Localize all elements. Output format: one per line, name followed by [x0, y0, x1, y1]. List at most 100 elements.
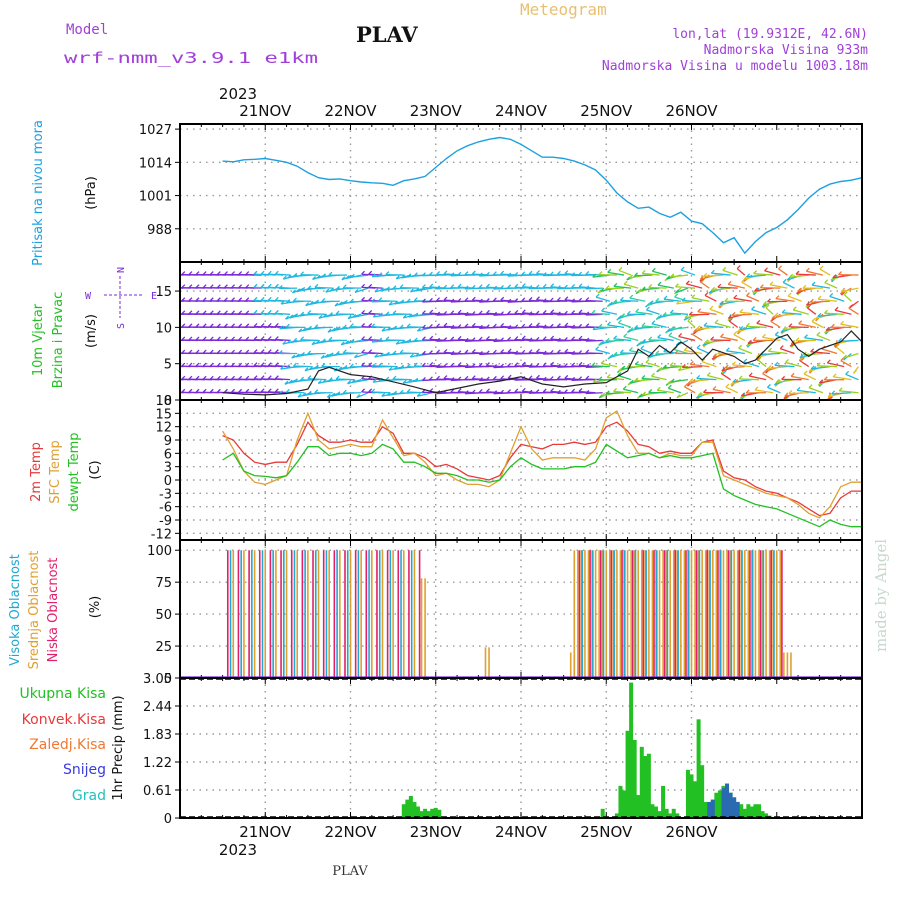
temp-unit: (C) — [88, 460, 103, 479]
top-day-label: 23NOV — [410, 102, 463, 120]
wind-barb-head — [507, 324, 512, 329]
wind-barb-head — [788, 390, 793, 394]
wind-barb-head — [278, 284, 283, 289]
wind-barb-head — [781, 309, 786, 314]
precip-ytick-label: 0 — [164, 812, 172, 827]
wind-barb-head — [542, 324, 547, 329]
cloud-ylabel-2: Niska Oblacnost — [46, 558, 61, 663]
wind-barb-head — [245, 310, 250, 315]
wind-barb-head — [450, 324, 455, 329]
wind-barb-head — [507, 272, 512, 277]
wind-barb — [623, 388, 639, 394]
wind-barb-head — [253, 362, 258, 367]
wind-barb-head — [399, 284, 404, 289]
wind-barb — [417, 392, 433, 397]
wind-barb — [407, 326, 426, 329]
wind-barb-head — [307, 390, 312, 395]
precip-bar — [433, 807, 438, 818]
wind-barb-head — [667, 384, 672, 389]
wind-plot-area — [180, 265, 862, 400]
precip-bar — [405, 799, 410, 818]
wind-barb-head — [421, 350, 426, 355]
wind-barb-head — [464, 297, 469, 302]
wind-barb-head — [231, 388, 236, 393]
precip-bar — [685, 769, 690, 818]
wind-barb-head — [326, 393, 331, 398]
wind-barb-head — [719, 300, 724, 305]
wind-barb-head — [535, 284, 540, 289]
bottom-day-label: 22NOV — [324, 823, 377, 841]
wind-barb — [769, 284, 788, 289]
wind-barb-head — [260, 322, 265, 327]
wind-barb — [732, 313, 752, 317]
precip-bar — [693, 781, 698, 818]
precip-bar — [742, 808, 747, 818]
wind-barb-head — [388, 301, 393, 306]
wind-barb — [663, 313, 681, 317]
wind-barb-head — [752, 336, 757, 341]
wind-barb-head — [245, 349, 250, 354]
wind-barb-head — [832, 274, 837, 279]
wind-barb-head — [592, 378, 597, 383]
wind-barb-head — [549, 349, 554, 354]
wind-barb-head — [309, 300, 314, 305]
wind-barb-head — [550, 387, 555, 392]
wind-barb-head — [521, 361, 526, 366]
wind-barb-head — [701, 358, 706, 363]
wind-barb-head — [188, 271, 193, 276]
temp-ylabel-0: 2m Temp — [29, 442, 44, 502]
wind-barb-head — [260, 270, 265, 275]
precip-bar — [625, 730, 630, 818]
wind-barb-head — [413, 297, 418, 302]
wind-barb-head — [731, 311, 736, 316]
wind-barb-head — [400, 364, 405, 369]
wind-barb — [749, 375, 767, 381]
wind-barb — [606, 339, 625, 342]
wind-barb — [385, 339, 404, 342]
wind-barb — [775, 298, 795, 302]
wind-barb-head — [253, 388, 258, 393]
wind-barb-head — [811, 281, 816, 286]
wind-barb — [780, 347, 795, 355]
wind-barb — [624, 283, 639, 289]
wind-barb-head — [733, 294, 738, 299]
wind-barb — [799, 359, 810, 368]
precip-panel: 3.05 2.44 1.83 1.22 0.61 0 — [143, 672, 863, 827]
wind-barb-head — [372, 313, 377, 318]
wind-barb — [757, 359, 767, 368]
wind-barb-head — [787, 292, 792, 297]
wind-barb-head — [381, 392, 386, 397]
wind-barb-head — [471, 322, 476, 327]
wind-barb-head — [188, 284, 193, 289]
wind-barb-head — [840, 320, 845, 325]
wind-barb — [782, 312, 802, 315]
wind-barb — [651, 323, 667, 328]
wind-barb-head — [231, 310, 236, 315]
wind-barb — [585, 339, 603, 342]
wind-barb-head — [245, 362, 250, 367]
wind-barb-head — [578, 271, 583, 276]
wind-barb-head — [571, 336, 576, 341]
wind-barb — [686, 283, 703, 289]
wind-barb — [767, 300, 788, 303]
wind-barb — [618, 269, 632, 276]
wind-barb-head — [724, 364, 729, 369]
wind-barb-head — [188, 297, 193, 302]
wind-barb — [684, 349, 703, 355]
wind-barb — [378, 365, 397, 368]
wind-barb-head — [349, 323, 354, 328]
wind-compass: N W E S — [85, 267, 157, 329]
wind-barb-head — [722, 370, 727, 375]
pressure-ytick-label: 1014 — [139, 156, 172, 171]
wind-barb-head — [727, 314, 732, 319]
wind-barb — [807, 307, 817, 315]
wind-barb-head — [293, 272, 298, 277]
wind-barb — [720, 372, 731, 381]
wind-barb-head — [231, 362, 236, 367]
wind-barb-head — [368, 388, 373, 393]
wind-barb-head — [307, 285, 312, 290]
wind-unit: (m/s) — [84, 314, 99, 348]
wind-barb-head — [493, 364, 498, 369]
wind-barb — [645, 361, 660, 368]
wind-barb — [689, 313, 710, 316]
